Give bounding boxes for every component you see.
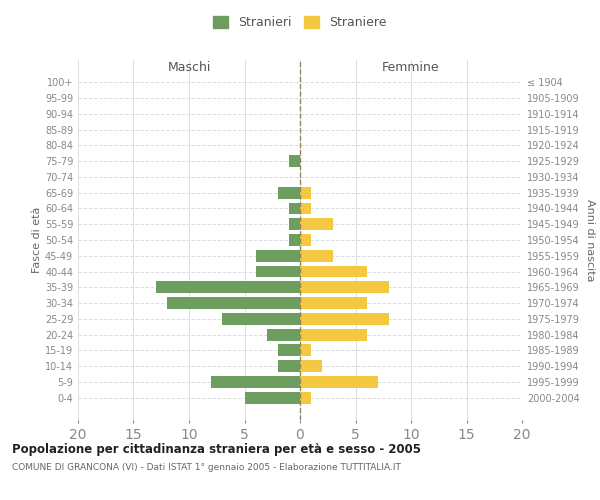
Bar [256, 266, 300, 278]
Text: Femmine: Femmine [382, 62, 440, 74]
Bar [300, 297, 367, 309]
Bar [222, 313, 300, 325]
Bar [289, 218, 300, 230]
Bar [300, 328, 367, 340]
Bar [266, 328, 300, 340]
Bar [300, 218, 334, 230]
Bar [300, 360, 322, 372]
Bar [300, 313, 389, 325]
Bar [256, 250, 300, 262]
Bar [289, 202, 300, 214]
Bar [156, 282, 300, 293]
Bar [289, 234, 300, 246]
Text: COMUNE DI GRANCONA (VI) - Dati ISTAT 1° gennaio 2005 - Elaborazione TUTTITALIA.I: COMUNE DI GRANCONA (VI) - Dati ISTAT 1° … [12, 462, 401, 471]
Legend: Stranieri, Straniere: Stranieri, Straniere [208, 11, 392, 34]
Bar [300, 234, 311, 246]
Y-axis label: Anni di nascita: Anni di nascita [585, 198, 595, 281]
Bar [300, 282, 389, 293]
Bar [300, 250, 334, 262]
Bar [300, 344, 311, 356]
Bar [167, 297, 300, 309]
Bar [300, 202, 311, 214]
Bar [245, 392, 300, 404]
Bar [289, 155, 300, 167]
Text: Maschi: Maschi [167, 62, 211, 74]
Text: Popolazione per cittadinanza straniera per età e sesso - 2005: Popolazione per cittadinanza straniera p… [12, 442, 421, 456]
Bar [300, 266, 367, 278]
Bar [300, 187, 311, 198]
Bar [300, 392, 311, 404]
Bar [211, 376, 300, 388]
Bar [278, 360, 300, 372]
Bar [278, 344, 300, 356]
Y-axis label: Fasce di età: Fasce di età [32, 207, 42, 273]
Bar [300, 376, 378, 388]
Bar [278, 187, 300, 198]
